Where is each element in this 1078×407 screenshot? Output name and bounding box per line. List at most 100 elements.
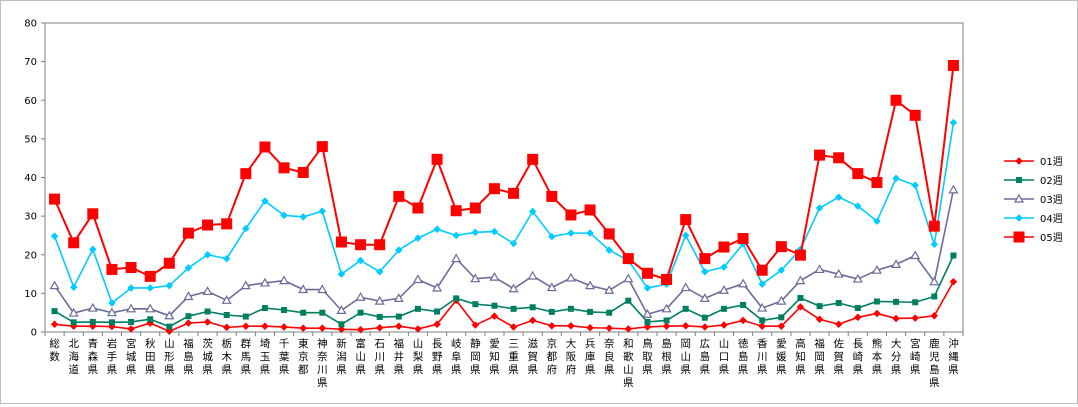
y-tick-label: 60 xyxy=(24,96,37,107)
data-point xyxy=(146,284,155,292)
data-point xyxy=(299,213,308,221)
data-point xyxy=(910,250,921,260)
data-point xyxy=(185,313,192,320)
data-point xyxy=(605,324,614,332)
y-tick-label: 10 xyxy=(24,289,37,300)
data-point xyxy=(948,184,959,194)
series-layer xyxy=(49,59,959,336)
data-point xyxy=(184,319,193,327)
data-point xyxy=(394,246,403,254)
data-point xyxy=(318,207,327,215)
data-point xyxy=(567,229,575,237)
data-point xyxy=(699,293,710,302)
y-tick-label: 50 xyxy=(24,134,37,145)
data-point xyxy=(184,264,193,272)
x-tick-label: 宮崎県 xyxy=(910,337,921,376)
data-point xyxy=(815,315,824,324)
data-point xyxy=(395,313,402,320)
data-point xyxy=(298,284,309,294)
x-tick-label: 兵庫県 xyxy=(585,337,596,376)
data-point xyxy=(472,301,479,308)
data-point xyxy=(68,237,80,249)
data-point xyxy=(318,324,327,332)
data-point xyxy=(374,239,386,251)
data-point xyxy=(547,321,556,330)
data-point xyxy=(166,323,173,330)
data-point xyxy=(356,256,365,265)
data-point xyxy=(319,309,326,316)
data-point xyxy=(69,283,78,292)
legend-item: 05週 xyxy=(1004,231,1063,244)
data-point xyxy=(278,162,290,174)
legend-item: 02週 xyxy=(1004,175,1063,187)
data-point xyxy=(281,306,288,313)
data-point xyxy=(316,141,328,153)
data-point xyxy=(814,264,825,274)
data-point xyxy=(49,280,60,290)
data-point xyxy=(433,225,441,234)
data-point xyxy=(394,322,403,331)
data-point xyxy=(623,273,634,283)
data-point xyxy=(51,308,58,315)
axes: 0 10 20 30 40 50 60 70 80 xyxy=(24,19,964,339)
data-point xyxy=(412,274,423,284)
data-point xyxy=(586,323,594,332)
data-point xyxy=(147,316,154,323)
data-point xyxy=(335,236,347,248)
y-tick-label: 80 xyxy=(24,19,37,30)
x-tick-label: 滋賀県 xyxy=(527,337,538,376)
legend-item: 01週 xyxy=(1004,156,1063,168)
data-point xyxy=(546,190,558,202)
data-point xyxy=(625,297,632,304)
data-point xyxy=(336,305,347,314)
data-point xyxy=(720,321,728,329)
x-tick-label: 山形県 xyxy=(164,338,175,376)
data-point xyxy=(873,298,880,305)
data-point xyxy=(871,177,883,189)
data-point xyxy=(720,263,728,271)
series-02週 xyxy=(51,252,957,330)
data-point xyxy=(338,321,345,328)
x-tick-labels: 総数北海道青森県岩手県宮城県秋田県山形県福島県茨城県栃木県群馬県埼玉県千葉県東京… xyxy=(49,337,959,389)
data-point xyxy=(586,229,594,237)
x-tick-label: 鳥取県 xyxy=(642,337,653,376)
data-point xyxy=(297,166,309,178)
x-tick-label: 群馬県 xyxy=(241,337,252,376)
data-point xyxy=(106,263,118,275)
data-point xyxy=(758,322,767,331)
data-point xyxy=(680,214,692,226)
legend-item: 03週 xyxy=(1004,193,1063,206)
data-point xyxy=(452,231,461,240)
data-point xyxy=(106,307,117,317)
data-point xyxy=(221,218,233,230)
x-tick-label: 石川県 xyxy=(374,338,385,376)
data-point xyxy=(854,305,861,312)
data-point xyxy=(794,249,806,261)
data-point xyxy=(777,322,786,331)
series-line xyxy=(53,65,955,281)
x-tick-label: 高知県 xyxy=(795,337,806,376)
series-01週 xyxy=(50,277,958,336)
data-point xyxy=(700,323,709,331)
x-tick-label: 長崎県 xyxy=(853,338,864,376)
data-point xyxy=(835,300,842,307)
data-point xyxy=(470,273,481,283)
data-point xyxy=(584,204,596,216)
data-point xyxy=(758,280,767,288)
x-tick-label: 山口県 xyxy=(719,338,730,376)
data-point xyxy=(928,220,940,232)
data-point xyxy=(488,183,500,195)
data-point xyxy=(490,312,499,321)
data-point xyxy=(203,318,212,326)
data-point xyxy=(127,284,135,292)
x-tick-label: 和歌山県 xyxy=(623,338,634,389)
x-tick-label: 大阪府 xyxy=(566,337,577,376)
x-tick-label: 総数 xyxy=(49,337,60,363)
data-point xyxy=(720,305,727,312)
data-point xyxy=(414,305,421,312)
data-point xyxy=(337,270,346,278)
data-point xyxy=(241,322,250,331)
data-point xyxy=(662,322,671,331)
data-point xyxy=(509,239,518,248)
